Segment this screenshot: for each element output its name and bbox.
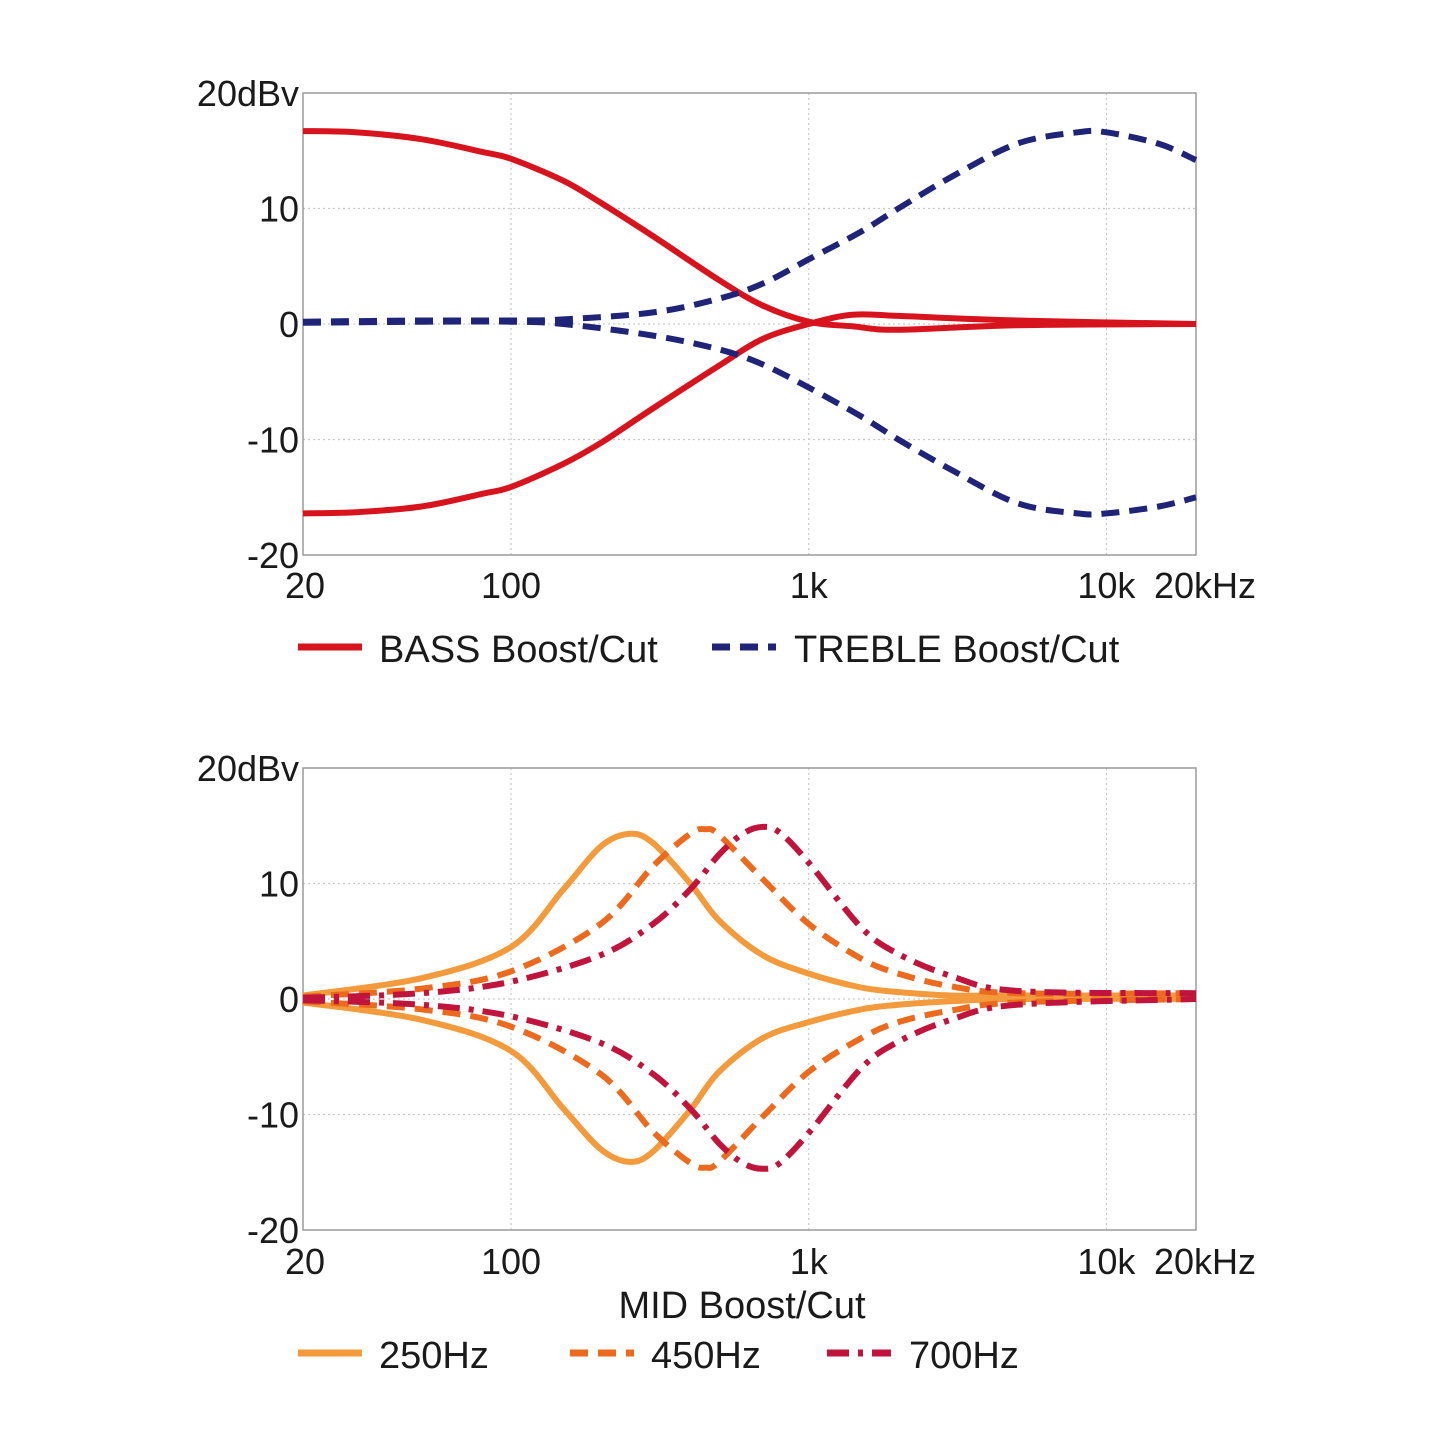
y-tick-label: -20 [247, 1210, 299, 1251]
bass-boost-cut-curve [302, 311, 1197, 517]
250hz-curve [302, 830, 1196, 999]
legend-label-700hz: 700Hz [909, 1335, 1019, 1377]
700hz-curve [302, 996, 1197, 1172]
x-tick-label: 20 [285, 565, 325, 606]
legend-label-250hz: 250Hz [379, 1335, 489, 1377]
x-tick-label: 10k [1077, 565, 1136, 606]
bass-treble-series [302, 127, 1198, 518]
bass-treble-y-axis: 20dBv 10 0 -10 -20 [197, 73, 299, 576]
y-tick-label: 10 [259, 189, 299, 230]
treble-boost-cut-curve [302, 318, 1197, 518]
y-tick-label: 0 [279, 979, 299, 1020]
bass-treble-legend: BASS Boost/Cut TREBLE Boost/Cut [298, 629, 1120, 671]
y-tick-label: -20 [247, 535, 299, 576]
y-tick-label: 0 [279, 304, 299, 345]
y-tick-label: 10 [259, 864, 299, 905]
700hz-curve [302, 823, 1197, 1001]
mid-legend: 250Hz 450Hz 700Hz [298, 1335, 1019, 1377]
mid-series [302, 823, 1197, 1172]
y-tick-label: -10 [247, 1095, 299, 1136]
bass-treble-x-axis: 20 100 1k 10k 20kHz [285, 565, 1256, 606]
mid-x-axis: 20 100 1k 10k 20kHz [285, 1241, 1256, 1282]
x-tick-label: 100 [481, 1241, 541, 1282]
treble-boost-cut-curve [302, 127, 1198, 325]
mid-y-axis: 20dBv 10 0 -10 -20 [197, 748, 299, 1251]
250hz-curve [302, 995, 1197, 1165]
x-tick-label: 100 [481, 565, 541, 606]
x-tick-label: 20 [285, 1241, 325, 1282]
y-tick-label: -10 [247, 420, 299, 461]
x-tick-label: 20kHz [1154, 1241, 1256, 1282]
legend-label-450hz: 450Hz [651, 1335, 761, 1377]
y-tick-label: 20dBv [197, 748, 299, 789]
y-tick-label: 20dBv [197, 73, 299, 114]
x-tick-label: 10k [1077, 1241, 1136, 1282]
legend-label-bass-boost-cut: BASS Boost/Cut [379, 629, 658, 671]
450hz-curve [302, 996, 1197, 1171]
x-tick-label: 1k [790, 565, 829, 606]
legend-label-treble-boost-cut: TREBLE Boost/Cut [794, 629, 1120, 671]
x-tick-label: 20kHz [1154, 565, 1256, 606]
450hz-curve [302, 825, 1197, 1000]
mid-x-axis-title: MID Boost/Cut [618, 1285, 866, 1327]
x-tick-label: 1k [790, 1241, 829, 1282]
bass-boost-cut-curve [302, 128, 1197, 333]
